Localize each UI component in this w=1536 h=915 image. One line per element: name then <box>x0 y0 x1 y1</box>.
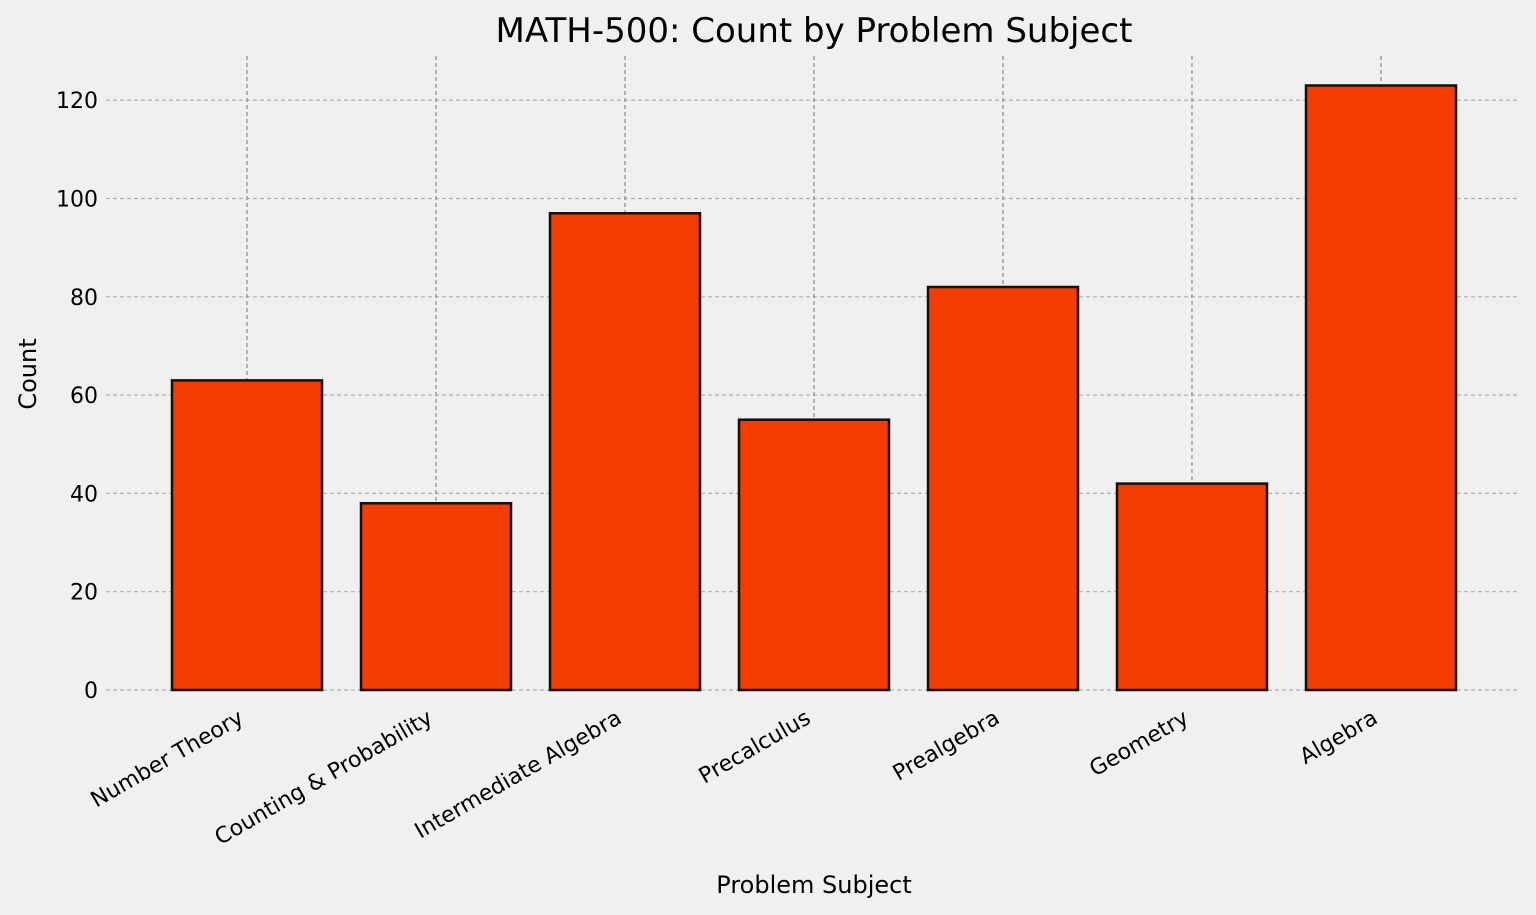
y-tick-label: 20 <box>70 581 98 606</box>
chart-title: MATH-500: Count by Problem Subject <box>496 11 1133 51</box>
y-tick-label: 40 <box>70 482 98 507</box>
bar-prealgebra <box>926 285 1080 692</box>
y-tick-label: 0 <box>84 679 98 704</box>
y-tick-label: 80 <box>70 286 98 311</box>
y-axis-label: Count <box>14 338 42 409</box>
x-axis-label: Problem Subject <box>716 871 911 899</box>
bar-intermediate-algebra <box>548 212 702 692</box>
y-tick-label: 100 <box>56 188 98 213</box>
bar-geometry <box>1115 482 1269 692</box>
bar-number-theory <box>170 379 324 692</box>
y-tick-label: 60 <box>70 384 98 409</box>
bars <box>170 84 1458 692</box>
bar-algebra <box>1304 84 1458 692</box>
y-tick-label: 120 <box>56 89 98 114</box>
bar-precalculus <box>737 418 891 692</box>
bar-counting-probability <box>359 501 513 692</box>
y-tick-labels: 0 20 40 60 80 100 120 <box>56 89 98 704</box>
